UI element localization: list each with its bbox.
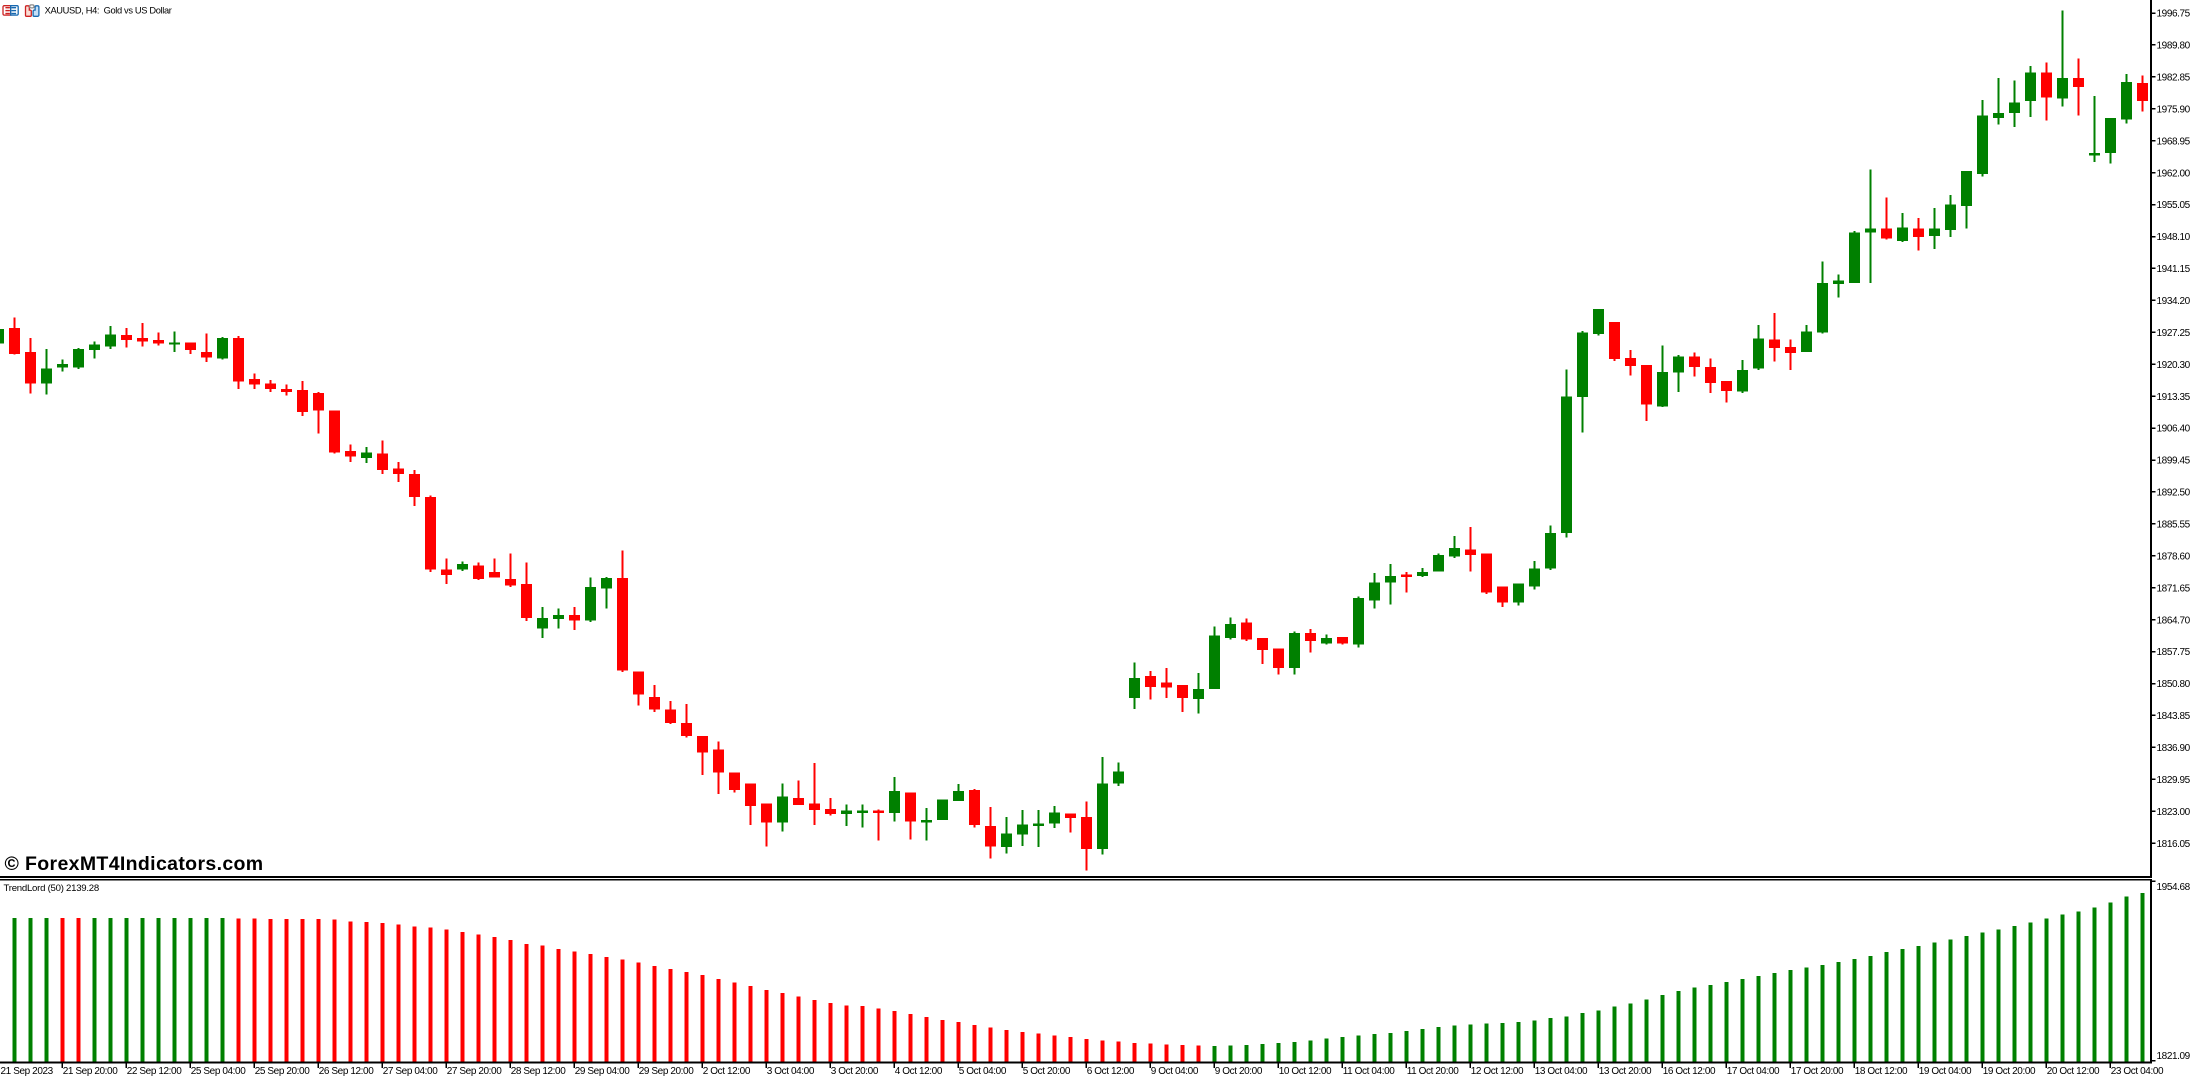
svg-text:1948.10: 1948.10	[2157, 232, 2191, 243]
svg-text:1968.95: 1968.95	[2157, 136, 2191, 147]
svg-text:XAUUSD, H4: Gold vs US Dollar: XAUUSD, H4: Gold vs US Dollar	[45, 5, 172, 15]
svg-text:1913.35: 1913.35	[2157, 392, 2191, 403]
svg-text:1934.20: 1934.20	[2157, 296, 2191, 307]
svg-text:1954.68: 1954.68	[2157, 882, 2191, 893]
svg-text:17 Oct 20:00: 17 Oct 20:00	[1791, 1066, 1844, 1077]
svg-text:TrendLord (50) 2139.28: TrendLord (50) 2139.28	[4, 883, 99, 894]
svg-text:29 Sep 04:00: 29 Sep 04:00	[575, 1066, 631, 1077]
svg-text:21 Sep 20:00: 21 Sep 20:00	[63, 1066, 119, 1077]
svg-text:6 Oct 12:00: 6 Oct 12:00	[1087, 1066, 1135, 1077]
svg-text:28 Sep 12:00: 28 Sep 12:00	[511, 1066, 567, 1077]
svg-text:13 Oct 20:00: 13 Oct 20:00	[1599, 1066, 1652, 1077]
svg-text:1836.90: 1836.90	[2157, 743, 2191, 754]
svg-text:1920.30: 1920.30	[2157, 360, 2191, 371]
svg-text:1878.60: 1878.60	[2157, 551, 2191, 562]
svg-text:1982.85: 1982.85	[2157, 72, 2191, 83]
svg-text:17 Oct 04:00: 17 Oct 04:00	[1727, 1066, 1780, 1077]
svg-text:1927.25: 1927.25	[2157, 328, 2191, 339]
svg-text:23 Oct 04:00: 23 Oct 04:00	[2111, 1066, 2164, 1077]
svg-text:1955.05: 1955.05	[2157, 200, 2191, 211]
svg-text:27 Sep 04:00: 27 Sep 04:00	[383, 1066, 439, 1077]
svg-text:1857.75: 1857.75	[2157, 647, 2191, 658]
svg-text:12 Oct 12:00: 12 Oct 12:00	[1471, 1066, 1524, 1077]
svg-text:25 Sep 20:00: 25 Sep 20:00	[255, 1066, 311, 1077]
svg-text:11 Oct 04:00: 11 Oct 04:00	[1343, 1066, 1396, 1077]
svg-text:1885.55: 1885.55	[2157, 519, 2191, 530]
svg-text:1850.80: 1850.80	[2157, 679, 2191, 690]
svg-text:27 Sep 20:00: 27 Sep 20:00	[447, 1066, 503, 1077]
svg-text:2 Oct 12:00: 2 Oct 12:00	[703, 1066, 751, 1077]
svg-text:5 Oct 04:00: 5 Oct 04:00	[959, 1066, 1007, 1077]
svg-text:22 Sep 12:00: 22 Sep 12:00	[127, 1066, 183, 1077]
svg-text:© ForexMT4Indicators.com: © ForexMT4Indicators.com	[5, 853, 264, 875]
svg-text:1892.50: 1892.50	[2157, 488, 2191, 499]
svg-text:19 Oct 20:00: 19 Oct 20:00	[1983, 1066, 2036, 1077]
svg-text:1941.15: 1941.15	[2157, 264, 2191, 275]
svg-text:19 Oct 04:00: 19 Oct 04:00	[1919, 1066, 1972, 1077]
svg-text:1864.70: 1864.70	[2157, 615, 2191, 626]
svg-text:1816.05: 1816.05	[2157, 839, 2191, 850]
svg-text:11 Oct 20:00: 11 Oct 20:00	[1407, 1066, 1460, 1077]
svg-text:4 Oct 12:00: 4 Oct 12:00	[895, 1066, 943, 1077]
svg-text:13 Oct 04:00: 13 Oct 04:00	[1535, 1066, 1588, 1077]
svg-text:16 Oct 12:00: 16 Oct 12:00	[1663, 1066, 1716, 1077]
svg-text:1843.85: 1843.85	[2157, 711, 2191, 722]
svg-text:10 Oct 12:00: 10 Oct 12:00	[1279, 1066, 1332, 1077]
svg-text:1821.09: 1821.09	[2157, 1051, 2191, 1062]
svg-text:1823.00: 1823.00	[2157, 807, 2191, 818]
svg-text:21 Sep 2023: 21 Sep 2023	[1, 1066, 54, 1077]
svg-text:1962.00: 1962.00	[2157, 168, 2191, 179]
svg-text:1975.90: 1975.90	[2157, 104, 2191, 115]
svg-text:20 Oct 12:00: 20 Oct 12:00	[2047, 1066, 2100, 1077]
svg-text:5 Oct 20:00: 5 Oct 20:00	[1023, 1066, 1071, 1077]
svg-text:1989.80: 1989.80	[2157, 41, 2191, 52]
svg-text:25 Sep 04:00: 25 Sep 04:00	[191, 1066, 247, 1077]
svg-text:1996.75: 1996.75	[2157, 9, 2191, 20]
svg-text:18 Oct 12:00: 18 Oct 12:00	[1855, 1066, 1908, 1077]
svg-text:9 Oct 04:00: 9 Oct 04:00	[1151, 1066, 1199, 1077]
svg-text:3 Oct 04:00: 3 Oct 04:00	[767, 1066, 815, 1077]
svg-text:29 Sep 20:00: 29 Sep 20:00	[639, 1066, 695, 1077]
svg-text:1906.40: 1906.40	[2157, 424, 2191, 435]
svg-text:1829.95: 1829.95	[2157, 775, 2191, 786]
svg-text:3 Oct 20:00: 3 Oct 20:00	[831, 1066, 879, 1077]
svg-text:9 Oct 20:00: 9 Oct 20:00	[1215, 1066, 1263, 1077]
svg-text:1871.65: 1871.65	[2157, 583, 2191, 594]
svg-text:1899.45: 1899.45	[2157, 456, 2191, 467]
svg-text:26 Sep 12:00: 26 Sep 12:00	[319, 1066, 375, 1077]
